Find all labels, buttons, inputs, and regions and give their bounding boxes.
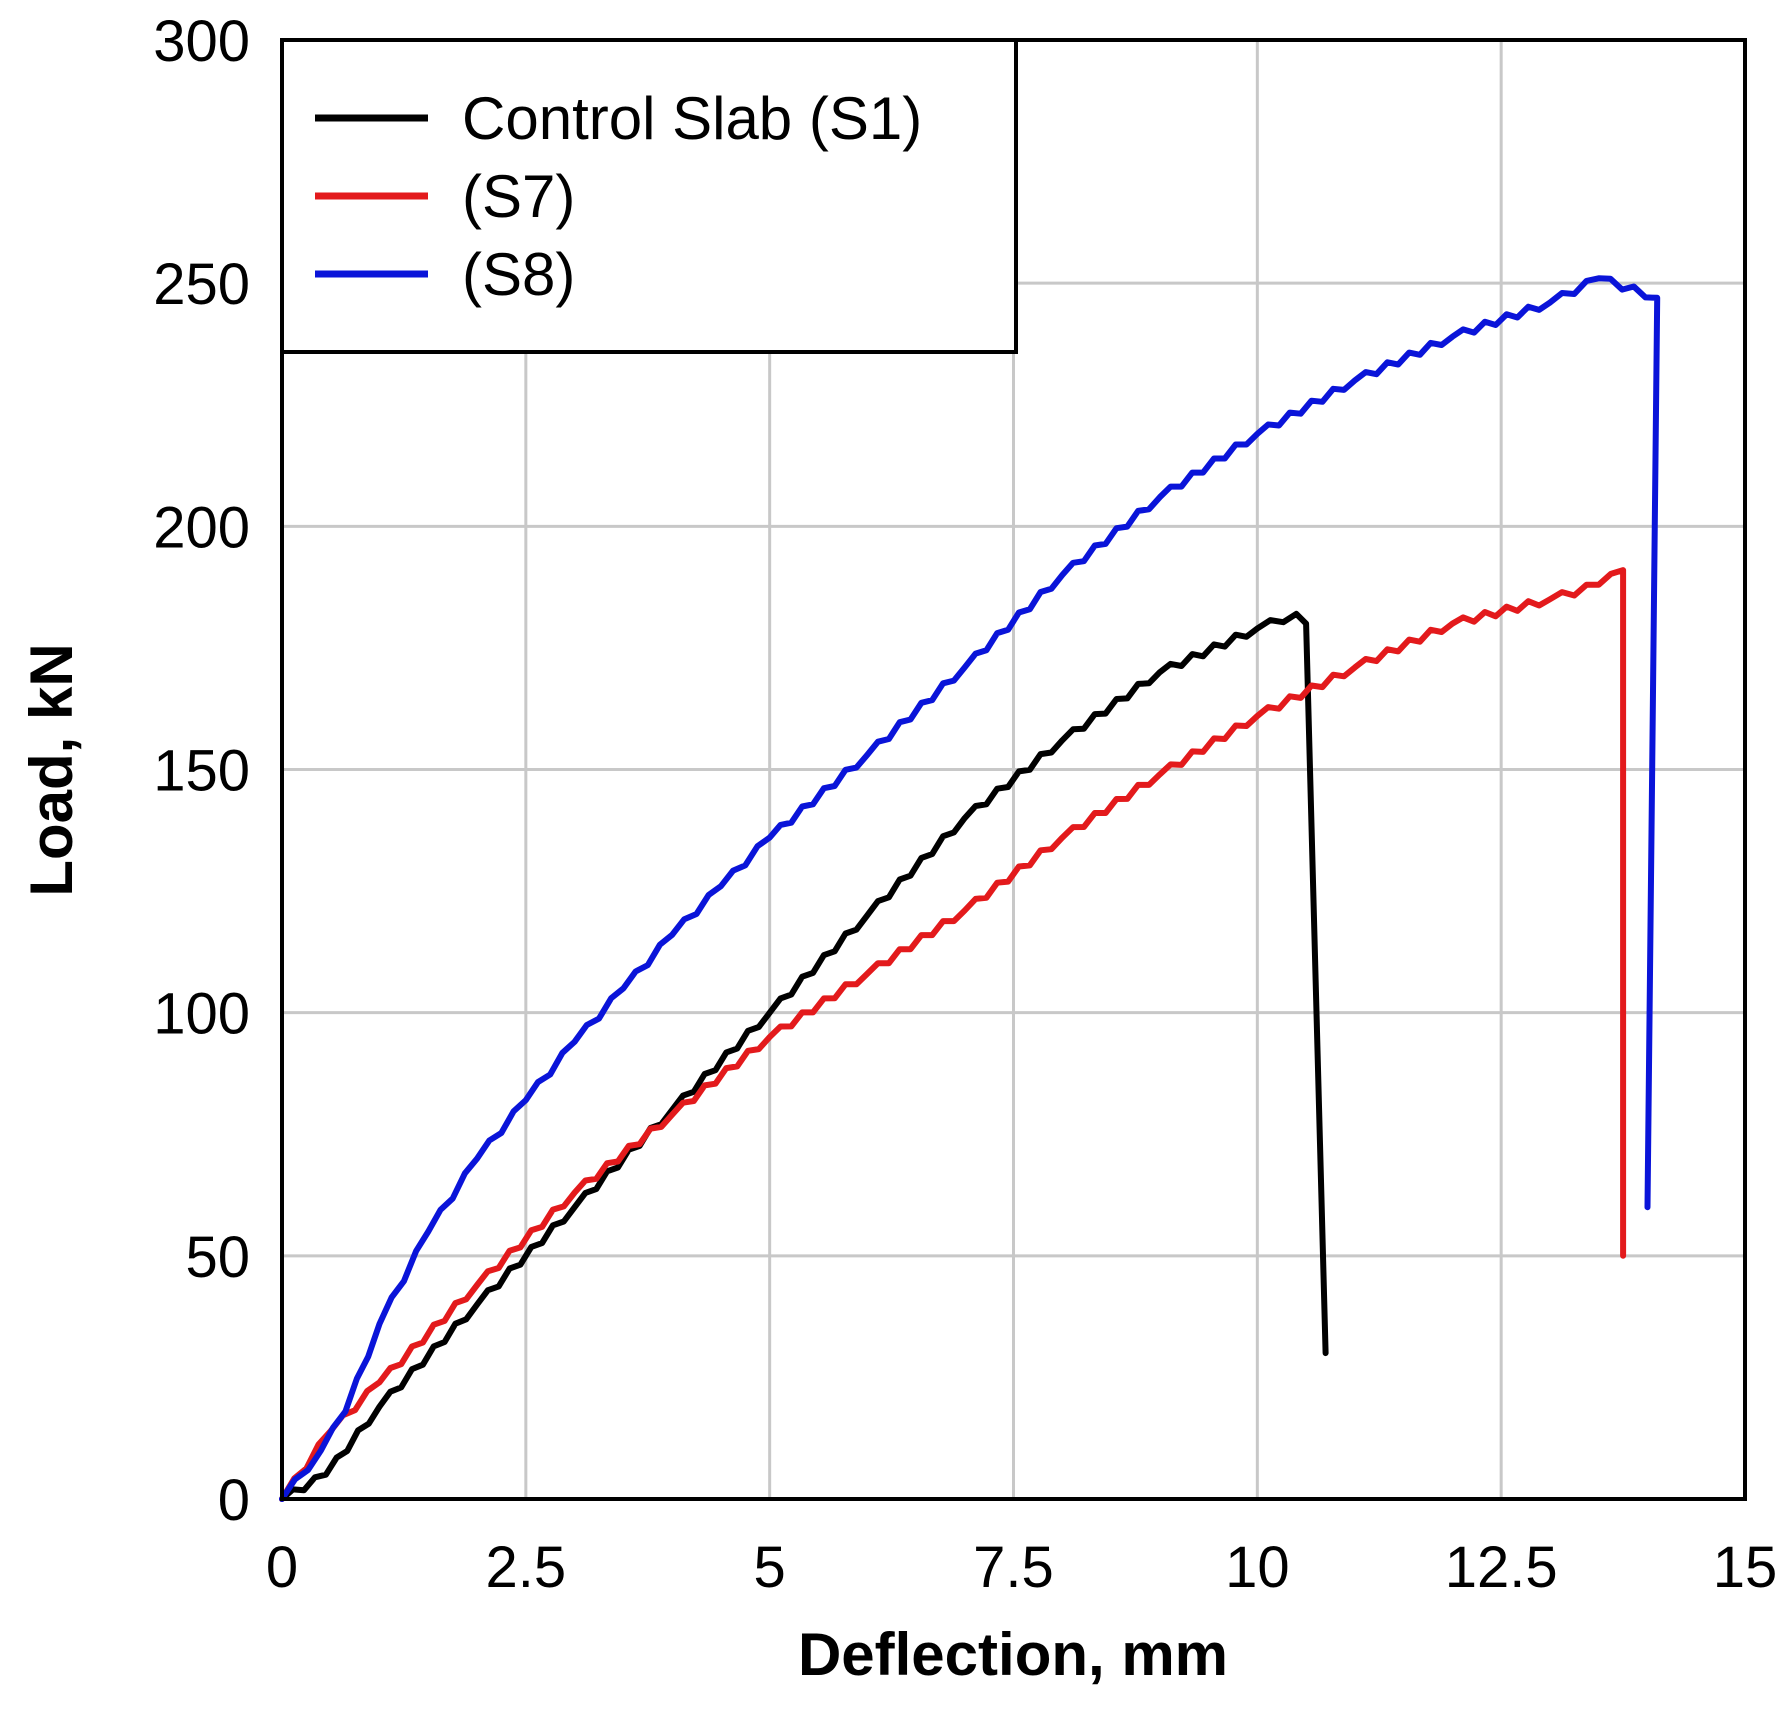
x-tick-label: 0 [266,1535,298,1600]
y-axis-title: Load, kN [18,643,85,896]
y-tick-label: 100 [153,982,250,1047]
y-tick-label: 300 [153,9,250,74]
legend-label-0: Control Slab (S1) [462,85,922,152]
legend-label-2: (S8) [462,241,575,308]
x-tick-label: 5 [754,1535,786,1600]
series-line-0 [279,610,1329,1502]
series-line-1 [279,567,1627,1502]
y-tick-label: 150 [153,739,250,804]
legend: Control Slab (S1) (S7) (S8) [280,38,1018,354]
legend-items: Control Slab (S1) (S7) (S8) [315,85,922,308]
x-tick-label: 2.5 [486,1535,567,1600]
legend-label-1: (S7) [462,163,575,230]
x-tick-label: 12.5 [1445,1535,1558,1600]
series-lines [279,275,1661,1502]
y-tick-label: 0 [218,1468,250,1533]
y-tick-label: 200 [153,495,250,560]
y-tick-label: 250 [153,252,250,317]
x-tick-label: 15 [1713,1535,1778,1600]
series-line-2 [279,275,1661,1502]
x-axis-title: Deflection, mm [798,1621,1228,1688]
x-tick-label: 7.5 [973,1535,1054,1600]
y-tick-label: 50 [185,1225,250,1290]
x-tick-label: 10 [1225,1535,1290,1600]
